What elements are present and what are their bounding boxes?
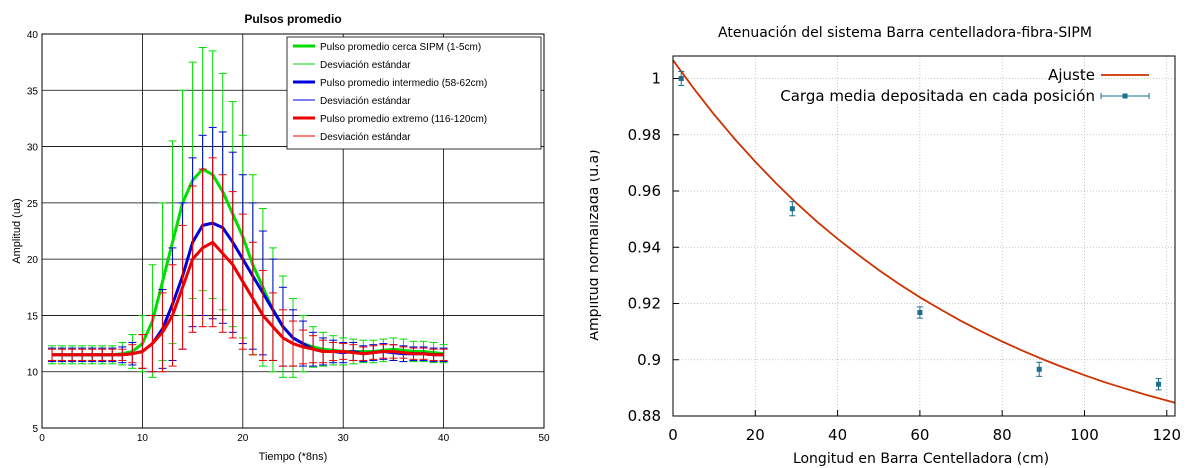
chart1-series-line [52,240,444,357]
chart1-y-tick-label: 35 [27,86,39,97]
chart1-y-axis-label: Amplitud (ua) [11,198,23,263]
chart2-y-axis-label: Amplitud normalizada (u.a) [590,149,602,340]
chart2-legend: Ajuste Carga media depositada en cada pos… [780,66,1150,105]
chart1-x-tick-label: 0 [39,433,45,444]
chart2-title: Atenuación del sistema Barra centellador… [718,25,1092,41]
chart2-y-tick-label: 0.96 [628,182,661,200]
chart1-legend-label: Pulso promedio extremo (116-120cm) [320,114,487,125]
chart2-data-point [789,206,795,212]
chart2-legend-label: Ajuste [1048,66,1095,84]
chart2-x-tick-label: 80 [993,426,1012,444]
chart2-y-tick-label: 0.9 [637,351,661,369]
chart1-x-tick-label: 20 [237,433,249,444]
chart2-tick-labels: 0 20 40 60 80 100 120 0.88 0.9 0.92 0.94 0.96 0.98 1 [628,70,1181,445]
chart2-x-tick-label: 20 [746,426,765,444]
chart1-x-axis-label: Tiempo (*8ns) [259,451,328,463]
chart2-x-tick-label: 0 [668,426,678,444]
chart2-data [672,59,1176,404]
chart2-x-tick-label: 40 [828,426,847,444]
chart1-y-tick-label: 15 [27,311,39,322]
chart2-data-point [1156,381,1162,387]
chart1-legend-label: Desviación estándar [320,96,411,107]
attenuation-chart: Atenuación del sistema Barra centellador… [590,25,1181,467]
chart2-data-point [678,76,684,81]
chart2-y-tick-label: 0.94 [628,238,661,256]
chart2-legend-marker [1122,93,1128,99]
chart2-data-point [917,310,923,315]
chart1-legend-label: Pulso promedio intermedio (58-62cm) [320,78,487,89]
chart1-legend-label: Desviación estándar [320,132,411,143]
chart1-y-tick-label: 40 [27,30,39,41]
chart2-data-point [1036,366,1042,372]
chart1-x-tick-label: 30 [338,433,350,444]
chart2-x-tick-label: 60 [910,426,929,444]
chart1-tick-labels: 0 10 20 30 40 50 5 10 15 20 25 30 35 40 [27,30,550,444]
chart1-legend-label: Desviación estándar [320,60,411,71]
chart1-series-2 [48,157,448,373]
chart2-x-tick-label: 100 [1070,426,1099,444]
chart1-y-tick-label: 20 [27,255,39,266]
chart2-x-axis-label: Longitud en Barra Centelladora (cm) [793,451,1049,467]
chart1-legend-label: Pulso promedio cerca SIPM (1-5cm) [320,42,481,53]
average-pulses-chart: Pulsos promedio 0 10 20 30 40 50 5 10 15 20 25 30 35… [0,0,590,468]
chart2-legend-label: Carga media depositada en cada posición [780,87,1095,105]
chart1-legend: Pulso promedio cerca SIPM (1-5cm) Desviac… [286,36,542,150]
chart1-plot-frame [41,33,545,429]
chart2-y-tick-label: 1 [651,70,661,88]
chart2-y-tick-label: 0.88 [628,407,661,425]
chart1-y-tick-label: 5 [32,424,38,435]
chart2-y-tick-label: 0.98 [628,126,661,144]
chart1-y-tick-label: 25 [27,199,39,210]
chart1-legend-box [286,36,542,150]
chart2-fit-line [672,59,1176,404]
chart1-y-tick-label: 30 [27,143,39,154]
chart2-y-tick-label: 0.92 [628,295,661,313]
chart1-x-tick-label: 10 [137,433,149,444]
chart1-y-tick-label: 10 [27,368,39,379]
chart2-x-tick-label: 120 [1152,426,1181,444]
chart2-plot-frame [672,55,1176,417]
chart1-x-tick-label: 50 [538,433,550,444]
chart1-series [48,47,448,378]
chart1-title: Pulsos promedio [244,12,341,26]
chart2-grid [672,56,1175,417]
chart1-x-tick-label: 40 [438,433,450,444]
